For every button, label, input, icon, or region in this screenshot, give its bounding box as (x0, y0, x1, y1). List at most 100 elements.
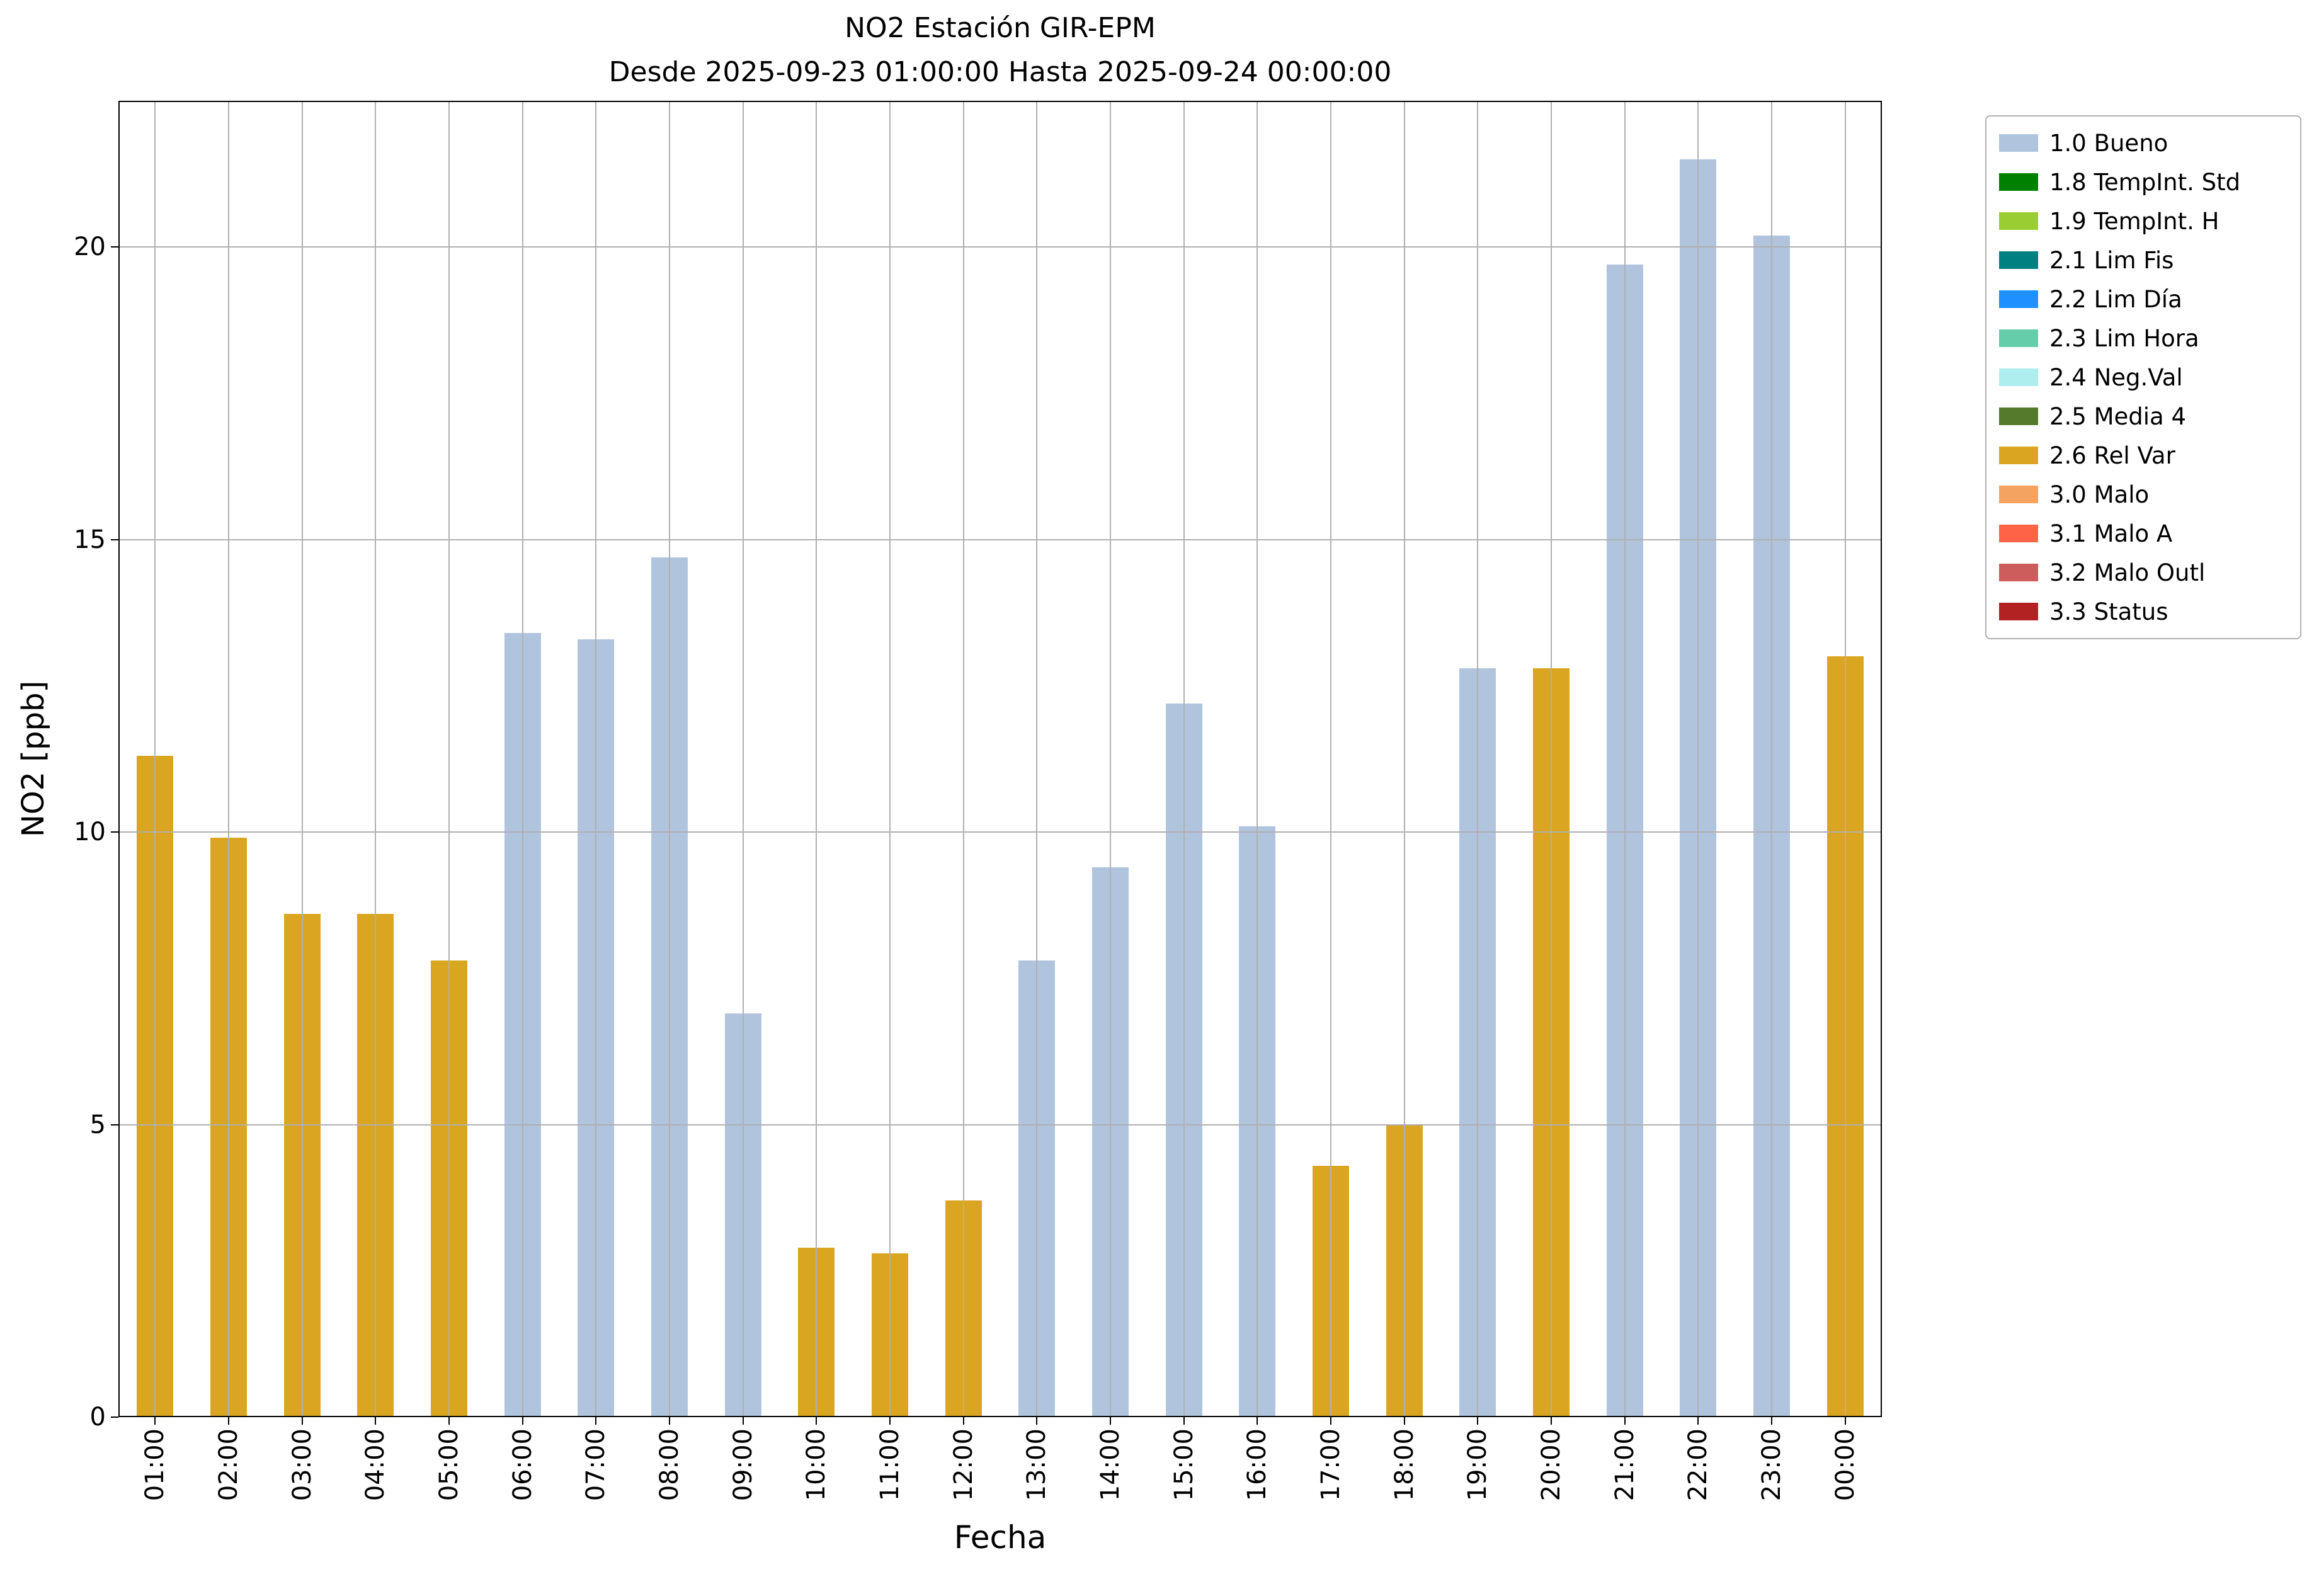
legend-item: 3.3 Status (1999, 595, 2288, 628)
x-tick-mark (1551, 1417, 1552, 1425)
v-gridline (1110, 101, 1111, 1417)
x-tick-mark (1403, 1417, 1405, 1425)
x-tick-label-text: 04:00 (361, 1428, 390, 1502)
x-tick-mark (1697, 1417, 1699, 1425)
y-tick-label: 5 (89, 1110, 106, 1139)
chart-title-line1: NO2 Estación GIR-EPM (845, 12, 1156, 44)
y-tick-label: 15 (74, 525, 106, 554)
legend-swatch (1999, 368, 2038, 386)
legend-item: 2.1 Lim Fis (1999, 244, 2288, 276)
legend-swatch (1999, 564, 2038, 581)
y-tick-label: 20 (74, 232, 106, 262)
y-tick-mark (111, 831, 118, 833)
x-tick-label-text: 07:00 (581, 1428, 611, 1502)
v-gridline (1403, 101, 1405, 1417)
x-tick-label-text: 19:00 (1463, 1428, 1493, 1502)
x-tick-label-text: 21:00 (1610, 1428, 1639, 1502)
v-gridline (375, 101, 377, 1417)
legend-label: 1.8 TempInt. Std (2049, 168, 2241, 196)
legend-label: 1.9 TempInt. H (2049, 207, 2219, 235)
v-gridline (1036, 101, 1038, 1417)
v-gridline (1330, 101, 1331, 1417)
v-gridline (595, 101, 597, 1417)
y-tick-mark (111, 246, 118, 248)
x-tick-mark (1256, 1417, 1258, 1425)
x-tick-label-text: 05:00 (435, 1428, 464, 1502)
legend-label: 3.0 Malo (2049, 481, 2150, 508)
legend-item: 3.2 Malo Outl (1999, 556, 2288, 589)
x-tick-label-text: 09:00 (728, 1428, 758, 1502)
x-tick-label-text: 18:00 (1389, 1428, 1419, 1502)
x-tick-label-text: 08:00 (655, 1428, 684, 1502)
legend-swatch (1999, 447, 2038, 464)
y-tick-mark (111, 1416, 118, 1418)
v-gridline (154, 101, 156, 1417)
legend-item: 1.0 Bueno (1999, 127, 2288, 159)
h-gridline (118, 539, 1882, 540)
v-gridline (1551, 101, 1552, 1417)
legend-label: 3.1 Malo A (2049, 520, 2173, 547)
x-tick-label-text: 14:00 (1096, 1428, 1125, 1502)
y-tick-label: 0 (89, 1403, 106, 1432)
legend-item: 3.0 Malo (1999, 478, 2288, 511)
x-tick-label-text: 01:00 (140, 1428, 170, 1502)
x-axis-label: Fecha (118, 1519, 1882, 1556)
x-tick-label-text: 13:00 (1022, 1428, 1052, 1502)
x-tick-mark (1624, 1417, 1626, 1425)
x-tick-mark (962, 1417, 964, 1425)
x-tick-mark (154, 1417, 156, 1425)
x-tick-label-text: 11:00 (875, 1428, 904, 1502)
legend-item: 2.6 Rel Var (1999, 439, 2288, 472)
legend-item: 2.3 Lim Hora (1999, 322, 2288, 355)
v-gridline (816, 101, 818, 1417)
h-gridline (118, 1124, 1882, 1126)
legend-label: 2.2 Lim Día (2049, 285, 2182, 313)
x-tick-mark (521, 1417, 523, 1425)
legend-label: 2.4 Neg.Val (2049, 363, 2183, 391)
x-tick-mark (375, 1417, 377, 1425)
y-tick-label: 10 (74, 818, 106, 847)
legend-label: 2.6 Rel Var (2049, 442, 2175, 469)
v-gridline (1771, 101, 1772, 1417)
x-tick-label-text: 17:00 (1316, 1428, 1345, 1502)
legend-swatch (1999, 251, 2038, 269)
legend-item: 3.1 Malo A (1999, 517, 2288, 550)
legend-swatch (1999, 212, 2038, 230)
x-tick-label-text: 00:00 (1830, 1428, 1860, 1502)
legend-label: 2.3 Lim Hora (2049, 324, 2199, 352)
legend-swatch (1999, 408, 2038, 425)
legend-label: 2.1 Lim Fis (2049, 246, 2174, 274)
x-tick-label-text: 23:00 (1757, 1428, 1786, 1502)
v-gridline (228, 101, 229, 1417)
x-tick-mark (1844, 1417, 1846, 1425)
legend-swatch (1999, 290, 2038, 308)
x-tick-label-text: 16:00 (1243, 1428, 1272, 1502)
legend-swatch (1999, 134, 2038, 152)
legend-label: 3.2 Malo Outl (2049, 559, 2206, 586)
legend-label: 2.5 Media 4 (2049, 402, 2187, 430)
x-tick-mark (889, 1417, 891, 1425)
x-tick-label-text: 22:00 (1684, 1428, 1713, 1502)
v-gridline (1697, 101, 1699, 1417)
y-tick-mark (111, 539, 118, 540)
h-gridline (118, 246, 1882, 248)
x-tick-mark (669, 1417, 670, 1425)
x-tick-mark (1330, 1417, 1331, 1425)
x-tick-label-text: 06:00 (508, 1428, 537, 1502)
legend-swatch (1999, 329, 2038, 347)
x-tick-mark (742, 1417, 744, 1425)
chart-title-line2: Desde 2025-09-23 01:00:00 Hasta 2025-09-… (608, 56, 1392, 88)
v-gridline (1477, 101, 1479, 1417)
x-tick-mark (448, 1417, 450, 1425)
x-axis-label-text: Fecha (954, 1519, 1047, 1556)
legend: 1.0 Bueno 1.8 TempInt. Std 1.9 TempInt. H 2… (1985, 115, 2301, 639)
x-tick-mark (1771, 1417, 1772, 1425)
v-gridline (301, 101, 303, 1417)
h-gridline (118, 831, 1882, 833)
v-gridline (962, 101, 964, 1417)
x-tick-mark (301, 1417, 303, 1425)
legend-swatch (1999, 486, 2038, 503)
x-tick-label-text: 15:00 (1169, 1428, 1199, 1502)
x-tick-mark (1183, 1417, 1185, 1425)
